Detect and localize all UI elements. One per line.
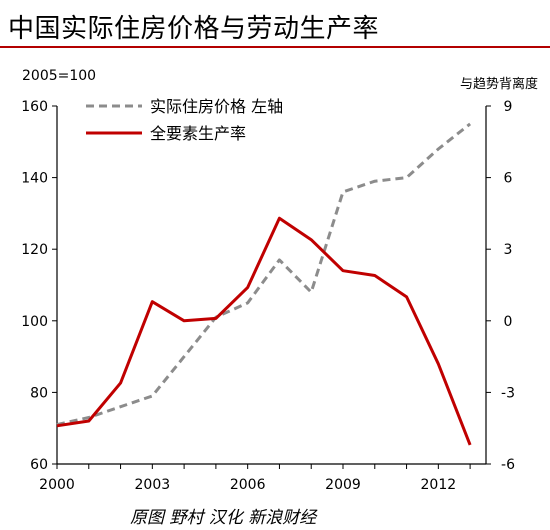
left-axis-label: 2005=100: [22, 68, 96, 84]
legend-label: 实际住房价格 左轴: [150, 97, 283, 116]
left-tick-label: 100: [21, 314, 48, 330]
housing-price-line: [56, 122, 472, 427]
series-layer: [56, 122, 472, 446]
left-tick-label: 160: [21, 99, 48, 115]
chart-title: 中国实际住房价格与劳动生产率: [8, 14, 380, 44]
productivity-line: [56, 216, 472, 446]
axes: 60 80 100 120 140 160 -6 -3 0 3 6 9 2000 2003 2006 2009…: [21, 68, 538, 493]
x-tick-label: 2012: [421, 477, 457, 493]
title-rule: [0, 46, 550, 48]
x-tick-label: 2003: [135, 477, 171, 493]
source-note: 原图 野村 汉化 新浪财经: [130, 508, 317, 528]
right-tick-label: -3: [501, 385, 515, 401]
left-tick-label: 60: [30, 457, 48, 473]
right-tick-label: 0: [504, 314, 513, 330]
right-axis-label: 与趋势背离度: [460, 76, 538, 92]
right-tick-label: 3: [504, 242, 513, 258]
right-tick-label: -6: [501, 457, 515, 473]
legend-label: 全要素生产率: [150, 124, 246, 143]
left-tick-label: 80: [30, 385, 48, 401]
x-tick-label: 2000: [39, 477, 75, 493]
left-tick-label: 140: [21, 171, 48, 187]
left-tick-label: 120: [21, 242, 48, 258]
x-tick-label: 2006: [230, 477, 266, 493]
x-tick-label: 2009: [325, 477, 361, 493]
right-tick-label: 6: [504, 171, 513, 187]
right-tick-label: 9: [504, 99, 513, 115]
